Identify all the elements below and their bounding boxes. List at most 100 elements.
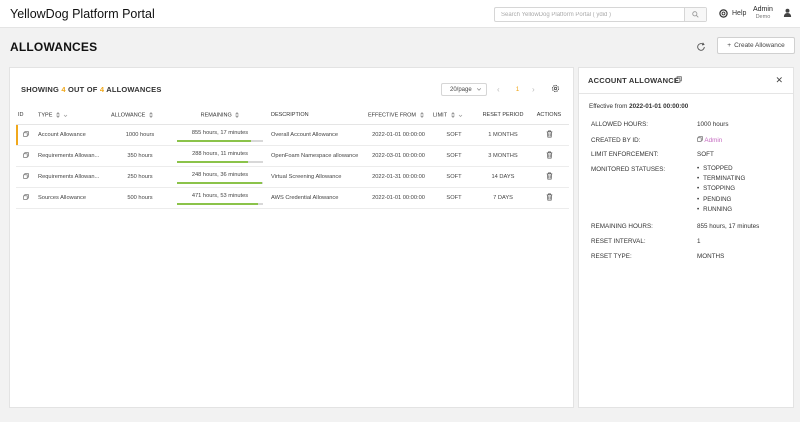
allowance-cell: 350 hours bbox=[109, 145, 171, 167]
search-input[interactable] bbox=[495, 8, 685, 21]
status-item: STOPPED bbox=[697, 164, 745, 174]
close-icon[interactable]: ✕ bbox=[775, 75, 783, 85]
column-header-remaining[interactable]: REMAINING bbox=[171, 107, 269, 125]
page-size-select[interactable]: 20/page bbox=[441, 83, 487, 96]
copy-id-cell[interactable] bbox=[16, 187, 36, 209]
remaining-hours-label: REMAINING HOURS: bbox=[591, 223, 653, 230]
reset-period-cell: 14 DAYS bbox=[477, 166, 529, 188]
search-box[interactable] bbox=[494, 7, 707, 22]
column-label: ID bbox=[18, 112, 24, 119]
allowances-table: ID TYPE ALLOWANCE REMAINING DESCRIPTION … bbox=[16, 107, 569, 209]
copy-icon[interactable] bbox=[697, 136, 703, 142]
reset-interval-value: 1 bbox=[697, 238, 701, 245]
reset-type-value: MONTHS bbox=[697, 253, 725, 260]
remaining-cell: 471 hours, 53 minutes bbox=[171, 187, 269, 209]
actions-cell bbox=[529, 145, 569, 167]
chevron-right-icon[interactable]: › bbox=[532, 85, 535, 94]
copy-icon[interactable] bbox=[23, 193, 29, 200]
reset-interval-row: RESET INTERVAL: 1 bbox=[591, 238, 701, 245]
copy-id-cell[interactable] bbox=[16, 124, 36, 146]
reset-period-cell: 1 MONTHS bbox=[477, 124, 529, 146]
trash-icon[interactable] bbox=[546, 193, 553, 201]
filter-chevron-icon[interactable] bbox=[458, 113, 463, 118]
filter-chevron-icon[interactable] bbox=[63, 113, 68, 118]
user-menu[interactable]: Admin Demo bbox=[753, 6, 773, 20]
sort-icon[interactable] bbox=[148, 112, 153, 119]
showing-summary: SHOWING 4 OUT OF 4 ALLOWANCES bbox=[21, 85, 162, 94]
detail-title: ACCOUNT ALLOWANCE bbox=[588, 76, 680, 85]
pagination-current-page[interactable]: 1 bbox=[515, 86, 520, 93]
description-cell: Virtual Screening Allowance bbox=[269, 166, 366, 188]
monitored-statuses-list: STOPPED TERMINATING STOPPING PENDING RUN… bbox=[697, 164, 745, 215]
user-role: Demo bbox=[755, 14, 771, 21]
status-item: TERMINATING bbox=[697, 174, 745, 184]
user-icon[interactable] bbox=[783, 8, 792, 17]
table-row[interactable]: Account Allowance 1000 hours 855 hours, … bbox=[16, 124, 569, 146]
copy-id-cell[interactable] bbox=[16, 145, 36, 167]
create-allowance-button[interactable]: + Create Allowance bbox=[717, 37, 795, 54]
trash-icon[interactable] bbox=[546, 151, 553, 159]
chevron-left-icon[interactable]: ‹ bbox=[497, 85, 500, 94]
column-header-allowance[interactable]: ALLOWANCE bbox=[109, 107, 171, 125]
column-header-type[interactable]: TYPE bbox=[36, 107, 109, 125]
actions-cell bbox=[529, 166, 569, 188]
status-item: STOPPING bbox=[697, 184, 745, 194]
settings-icon[interactable] bbox=[551, 84, 560, 93]
caret-down-icon bbox=[476, 88, 482, 91]
allowed-hours-label: ALLOWED HOURS: bbox=[591, 121, 649, 128]
effective-from-cell: 2022-01-01 00:00:00 bbox=[366, 124, 431, 146]
remaining-text: 471 hours, 53 minutes bbox=[191, 192, 249, 199]
created-by-value[interactable]: Admin bbox=[697, 136, 722, 144]
monitored-statuses-label: MONITORED STATUSES: bbox=[591, 166, 666, 173]
allowance-detail-panel: ACCOUNT ALLOWANCE ✕ Effective from 2022-… bbox=[578, 67, 794, 408]
sort-icon[interactable] bbox=[55, 112, 60, 119]
column-label: RESET PERIOD bbox=[482, 112, 524, 119]
column-header-limit[interactable]: LIMIT bbox=[431, 107, 477, 125]
copy-icon[interactable] bbox=[23, 130, 29, 137]
help-label: Help bbox=[732, 10, 747, 17]
allowance-cell: 500 hours bbox=[109, 187, 171, 209]
column-header-effective-from[interactable]: EFFECTIVE FROM bbox=[366, 107, 431, 125]
table-row[interactable]: Requirements Allowan... 350 hours 288 ho… bbox=[16, 145, 569, 167]
copy-icon[interactable] bbox=[675, 76, 682, 83]
showing-total: 4 bbox=[99, 85, 105, 94]
remaining-progress-bar bbox=[177, 161, 263, 163]
limit-cell: SOFT bbox=[431, 166, 477, 188]
reset-type-label: RESET TYPE: bbox=[591, 253, 632, 260]
column-header-reset-period: RESET PERIOD bbox=[477, 107, 529, 125]
help-link[interactable]: Help bbox=[719, 9, 746, 18]
table-row[interactable]: Sources Allowance 500 hours 471 hours, 5… bbox=[16, 187, 569, 209]
actions-cell bbox=[529, 124, 569, 146]
sort-icon[interactable] bbox=[235, 112, 240, 119]
table-row[interactable]: Requirements Allowan... 250 hours 248 ho… bbox=[16, 166, 569, 188]
copy-icon[interactable] bbox=[23, 172, 29, 179]
limit-enforcement-value: SOFT bbox=[697, 151, 714, 158]
effective-from-line: Effective from 2022-01-01 00:00:00 bbox=[589, 103, 688, 110]
showing-mid: OUT OF bbox=[65, 85, 100, 94]
trash-icon[interactable] bbox=[546, 172, 553, 180]
page-size-value: 20/page bbox=[450, 86, 472, 93]
remaining-cell: 855 hours, 17 minutes bbox=[171, 124, 269, 146]
brand-title[interactable]: YellowDog Platform Portal bbox=[10, 7, 155, 21]
type-cell: Requirements Allowan... bbox=[36, 145, 109, 167]
column-label: REMAINING bbox=[200, 112, 232, 119]
sort-icon[interactable] bbox=[450, 112, 455, 119]
copy-icon[interactable] bbox=[23, 151, 29, 158]
column-label: ALLOWANCE bbox=[111, 112, 146, 119]
search-button[interactable] bbox=[684, 8, 706, 21]
remaining-progress-bar bbox=[177, 203, 263, 205]
created-by-label: CREATED BY ID: bbox=[591, 137, 641, 144]
trash-icon[interactable] bbox=[546, 130, 553, 138]
created-by-link[interactable]: Admin bbox=[704, 137, 723, 144]
reset-type-row: RESET TYPE: MONTHS bbox=[591, 253, 724, 260]
refresh-button[interactable] bbox=[694, 40, 708, 54]
sort-icon[interactable] bbox=[419, 112, 424, 119]
allowance-cell: 1000 hours bbox=[109, 124, 171, 146]
remaining-hours-value: 855 hours, 17 minutes bbox=[697, 223, 760, 230]
column-label: DESCRIPTION bbox=[271, 112, 309, 119]
table-header-row: ID TYPE ALLOWANCE REMAINING DESCRIPTION … bbox=[16, 107, 569, 125]
copy-id-cell[interactable] bbox=[16, 166, 36, 188]
allowed-hours-row: ALLOWED HOURS: 1000 hours bbox=[591, 121, 729, 128]
type-cell: Account Allowance bbox=[36, 124, 109, 146]
column-label: ACTIONS bbox=[536, 112, 562, 119]
